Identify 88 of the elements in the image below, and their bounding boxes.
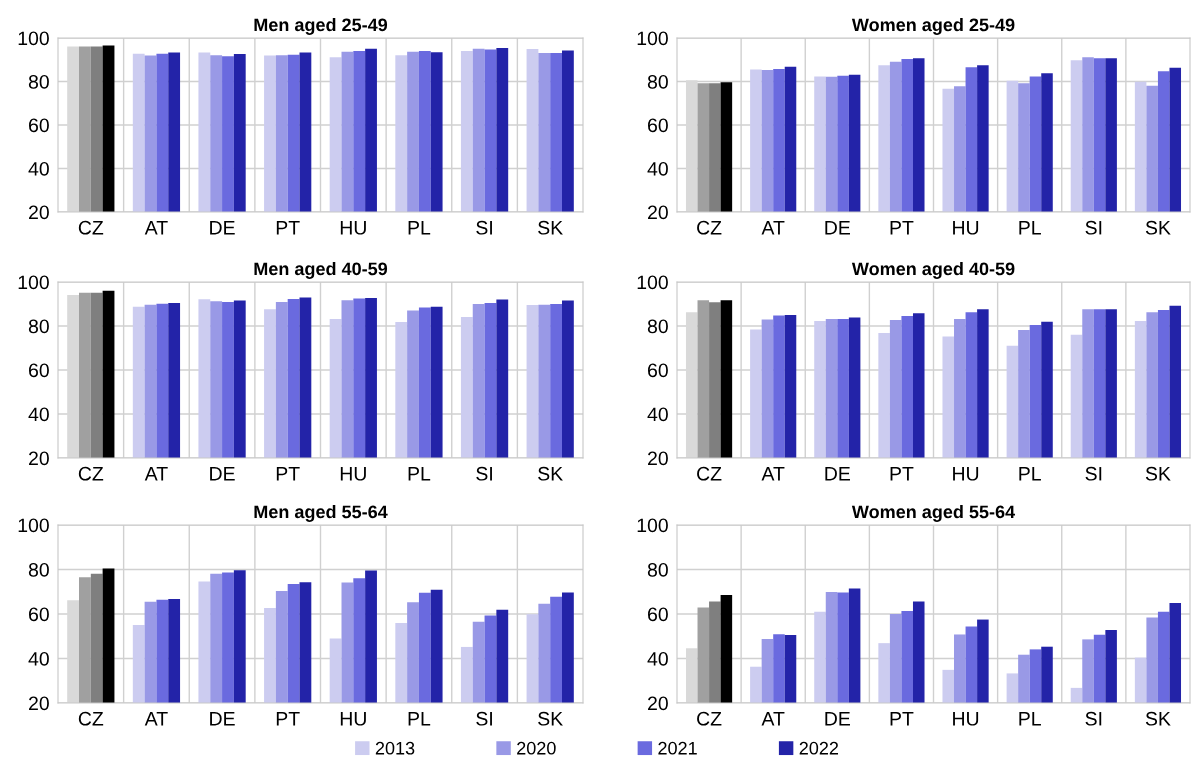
x-tick-label: DE <box>825 467 850 481</box>
x-tick-label: SI <box>1085 220 1102 235</box>
y-tick-label: 60 <box>29 118 49 133</box>
y-tick-label: 100 <box>18 518 49 533</box>
x-tick-label: PT <box>276 467 300 481</box>
x-tick-label: SK <box>1145 711 1171 726</box>
x-tick-label: SI <box>1085 711 1102 726</box>
y-tick-label: 20 <box>29 451 49 466</box>
x-tick-label: PL <box>1019 467 1041 481</box>
chart-title: Women aged 55-64 <box>851 504 1016 522</box>
x-tick-label: SK <box>1145 466 1171 481</box>
x-tick-label: SI <box>476 711 492 726</box>
y-tick-label: 20 <box>648 205 668 220</box>
x-tick-label: SI <box>476 466 492 481</box>
legend-label: 2021 <box>658 741 697 755</box>
x-tick-label: PT <box>890 221 914 235</box>
x-tick-label: PL <box>408 221 431 235</box>
x-tick-label: AT <box>144 221 168 235</box>
y-tick-label: 40 <box>28 161 49 176</box>
y-tick-label: 60 <box>648 363 668 378</box>
legend-label: 2022 <box>799 741 839 755</box>
y-tick-label: 80 <box>28 74 49 89</box>
y-tick-label: 100 <box>18 275 49 290</box>
x-tick-label: SI <box>1085 466 1102 481</box>
legend-label: 2020 <box>517 741 556 755</box>
x-tick-label: SK <box>538 711 563 726</box>
x-tick-label: SK <box>538 466 563 481</box>
y-tick-label: 60 <box>29 363 49 378</box>
x-tick-label: AT <box>761 712 785 726</box>
chart-title: Men aged 25-49 <box>254 17 388 35</box>
chart-title: Men aged 55-64 <box>254 504 388 522</box>
x-tick-label: SK <box>1145 220 1171 235</box>
x-tick-label: CZ <box>78 220 104 235</box>
x-tick-label: AT <box>144 712 168 726</box>
chart-title: Men aged 40-59 <box>254 261 388 279</box>
y-tick-label: 40 <box>28 407 49 422</box>
y-tick-label: 80 <box>647 74 668 89</box>
x-tick-label: PT <box>276 712 300 726</box>
y-tick-label: 60 <box>29 607 49 622</box>
x-tick-label: CZ <box>697 466 722 481</box>
x-tick-label: HU <box>340 467 366 481</box>
x-tick-label: DE <box>210 467 235 481</box>
x-tick-label: PL <box>1019 221 1041 235</box>
chart-title: Women aged 25-49 <box>851 17 1015 35</box>
y-tick-label: 40 <box>647 407 668 422</box>
chart-title: Women aged 40-59 <box>851 261 1015 279</box>
y-tick-label: 20 <box>29 696 49 711</box>
x-tick-label: CZ <box>78 466 104 481</box>
y-tick-label: 100 <box>637 275 668 290</box>
y-tick-label: 80 <box>28 562 49 577</box>
y-tick-label: 40 <box>647 651 668 666</box>
x-tick-label: AT <box>761 467 785 481</box>
y-tick-label: 20 <box>648 696 668 711</box>
x-tick-label: PT <box>276 221 300 235</box>
y-tick-label: 60 <box>648 118 668 133</box>
x-tick-label: HU <box>953 221 979 235</box>
y-tick-label: 80 <box>647 562 668 577</box>
x-tick-label: PL <box>408 467 431 481</box>
x-tick-label: AT <box>761 221 785 235</box>
y-tick-label: 20 <box>648 451 668 466</box>
x-tick-label: PL <box>408 712 431 726</box>
x-tick-label: CZ <box>697 220 722 235</box>
y-tick-label: 80 <box>28 319 49 334</box>
x-tick-label: CZ <box>697 711 722 726</box>
y-tick-label: 100 <box>637 31 668 46</box>
x-tick-label: SI <box>476 220 492 235</box>
x-tick-label: PL <box>1019 712 1041 726</box>
x-tick-label: AT <box>144 467 168 481</box>
x-tick-label: DE <box>210 712 235 726</box>
y-tick-label: 40 <box>28 651 49 666</box>
legend-label: 2013 <box>375 741 415 755</box>
y-tick-label: 100 <box>637 518 668 533</box>
y-tick-label: 20 <box>29 205 49 220</box>
x-tick-label: DE <box>210 221 235 235</box>
x-tick-label: PT <box>890 467 914 481</box>
x-tick-label: DE <box>825 221 850 235</box>
y-tick-label: 60 <box>648 607 668 622</box>
x-tick-label: HU <box>340 712 366 726</box>
y-tick-label: 80 <box>647 319 668 334</box>
y-tick-label: 40 <box>647 161 668 176</box>
x-tick-label: CZ <box>78 711 104 726</box>
x-tick-label: SK <box>538 220 563 235</box>
x-tick-label: PT <box>890 712 914 726</box>
x-tick-label: HU <box>953 712 979 726</box>
x-tick-label: HU <box>953 467 979 481</box>
x-tick-label: HU <box>340 221 366 235</box>
x-tick-label: DE <box>825 712 850 726</box>
y-tick-label: 100 <box>18 31 49 46</box>
